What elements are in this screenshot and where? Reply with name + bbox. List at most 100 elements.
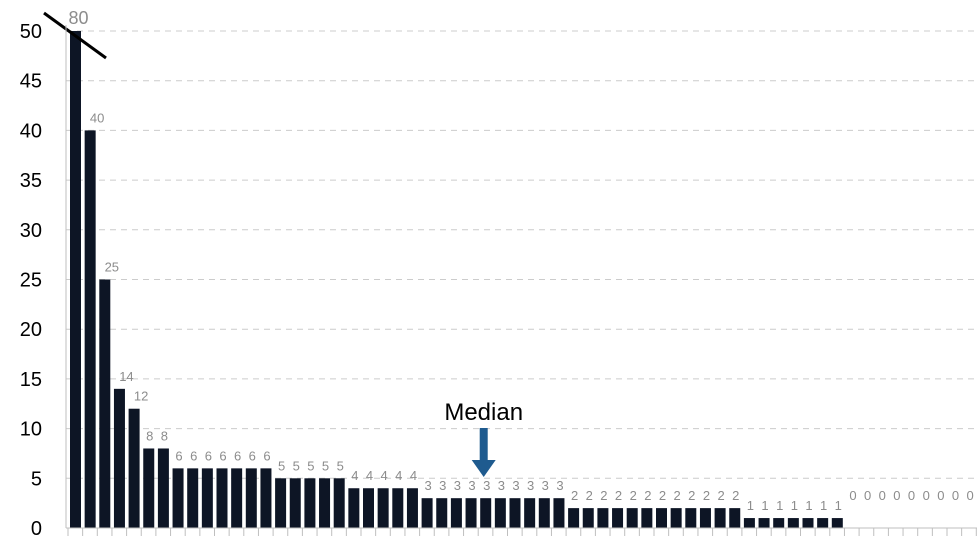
bar-value-label: 1 bbox=[761, 498, 768, 513]
bar bbox=[656, 508, 667, 528]
bar-value-label: 2 bbox=[659, 488, 666, 503]
bar bbox=[275, 478, 287, 528]
bar-value-label: 5 bbox=[307, 458, 314, 473]
bar bbox=[538, 498, 550, 528]
bar-value-label: 3 bbox=[556, 478, 563, 493]
bar bbox=[84, 130, 96, 528]
y-tick-label: 30 bbox=[20, 220, 42, 242]
bar bbox=[289, 478, 301, 528]
x-axis bbox=[65, 25, 977, 536]
y-tick-label: 0 bbox=[31, 518, 42, 539]
bar-value-label: 2 bbox=[571, 488, 578, 503]
bar bbox=[597, 508, 609, 528]
bar-value-label: 1 bbox=[791, 498, 798, 513]
bar bbox=[714, 508, 726, 528]
bar-value-label: 8 bbox=[161, 428, 168, 443]
bar-value-label: 2 bbox=[586, 488, 593, 503]
bar bbox=[333, 478, 345, 528]
bar-value-label: 6 bbox=[190, 448, 197, 463]
bar-value-label: 0 bbox=[908, 488, 915, 503]
bar-value-label: 5 bbox=[322, 458, 329, 473]
y-tick-label: 10 bbox=[20, 419, 42, 441]
bar-value-label: 2 bbox=[674, 488, 681, 503]
bar-value-label: 3 bbox=[527, 478, 534, 493]
y-tick-label: 5 bbox=[31, 468, 42, 490]
bar bbox=[831, 518, 843, 528]
bar bbox=[157, 448, 169, 528]
bar-value-label: 4 bbox=[395, 468, 402, 483]
bar-value-label: 2 bbox=[600, 488, 607, 503]
bar bbox=[201, 468, 213, 528]
bar bbox=[70, 31, 81, 528]
bar-value-label: 6 bbox=[249, 448, 256, 463]
bar bbox=[172, 468, 184, 528]
bar-value-label: 25 bbox=[105, 260, 119, 275]
bar bbox=[377, 488, 389, 528]
bar bbox=[99, 279, 111, 528]
bar bbox=[304, 478, 316, 528]
bar bbox=[787, 518, 799, 528]
bar-value-label: 3 bbox=[454, 478, 461, 493]
bar-value-label: 0 bbox=[937, 488, 944, 503]
bar-value-label: 2 bbox=[703, 488, 710, 503]
y-tick-label: 40 bbox=[20, 120, 42, 142]
bar bbox=[802, 518, 814, 528]
bar-value-label: 1 bbox=[835, 498, 842, 513]
bar-value-label: 4 bbox=[410, 468, 417, 483]
bar bbox=[743, 518, 755, 528]
bar-value-label: 0 bbox=[923, 488, 930, 503]
bar bbox=[494, 498, 506, 528]
bar-value-label: 6 bbox=[234, 448, 241, 463]
bar bbox=[553, 498, 565, 528]
bar-value-label: 1 bbox=[776, 498, 783, 513]
y-tick-label: 15 bbox=[20, 369, 42, 391]
grid-lines bbox=[66, 30, 977, 479]
bar-value-label: 5 bbox=[278, 458, 285, 473]
bar-value-label: 6 bbox=[175, 448, 182, 463]
bar-value-label: 2 bbox=[732, 488, 739, 503]
bar-value-label: 8 bbox=[146, 428, 153, 443]
bar-value-label: 2 bbox=[644, 488, 651, 503]
bar bbox=[406, 488, 418, 528]
bar-value-label: 6 bbox=[219, 448, 226, 463]
bar bbox=[421, 498, 433, 528]
bar-value-label: 3 bbox=[483, 478, 490, 493]
y-tick-label: 25 bbox=[20, 270, 42, 292]
bar-value-label: 0 bbox=[893, 488, 900, 503]
bar bbox=[568, 508, 580, 528]
bar-value-label: 2 bbox=[688, 488, 695, 503]
bar bbox=[685, 508, 697, 528]
bar-value-label: 1 bbox=[747, 498, 754, 513]
bar-value-label: 3 bbox=[542, 478, 549, 493]
bar-value-label: 6 bbox=[205, 448, 212, 463]
bar bbox=[729, 508, 741, 528]
median-label: Median bbox=[444, 399, 523, 426]
y-tick-label: 50 bbox=[20, 21, 42, 43]
bar-value-label: 40 bbox=[90, 110, 104, 125]
bar-value-label: 3 bbox=[439, 478, 446, 493]
bar bbox=[319, 478, 331, 528]
bar bbox=[612, 508, 624, 528]
median-arrow-head bbox=[471, 460, 496, 477]
bar bbox=[143, 448, 155, 528]
bar bbox=[670, 508, 682, 528]
bar-value-label: 5 bbox=[337, 458, 344, 473]
y-axis: 0 5 10 15 20 25 30 35 40 45 50 bbox=[20, 21, 42, 539]
bar bbox=[216, 468, 228, 528]
bar bbox=[773, 518, 785, 528]
bar bbox=[392, 488, 404, 528]
bar-value-label: 5 bbox=[293, 458, 300, 473]
y-tick-label: 20 bbox=[20, 319, 42, 341]
bar-value-label: 2 bbox=[630, 488, 637, 503]
median-annotation: Median bbox=[444, 399, 523, 477]
bar bbox=[245, 468, 257, 528]
bar bbox=[450, 498, 462, 528]
bar-value-label: 4 bbox=[366, 468, 373, 483]
bar-value-label: 3 bbox=[424, 478, 431, 493]
bar-value-label: 3 bbox=[498, 478, 505, 493]
bar-value-label: 2 bbox=[717, 488, 724, 503]
bar bbox=[436, 498, 448, 528]
bar bbox=[187, 468, 199, 528]
bar bbox=[641, 508, 653, 528]
